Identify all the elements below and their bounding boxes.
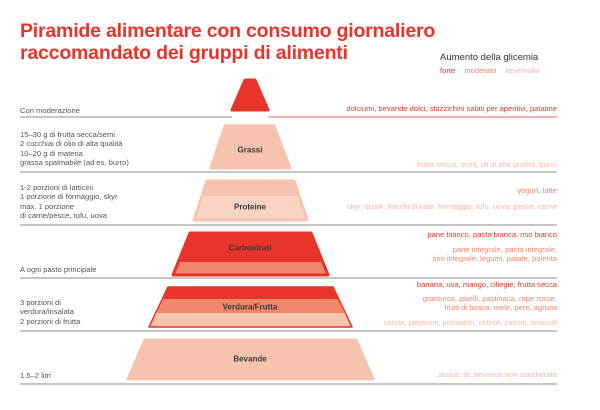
legend-title: Aumento della glicemia xyxy=(440,52,539,63)
tier-label-fats: Grassi xyxy=(237,145,263,155)
tier-proteins-bottom xyxy=(194,196,307,220)
legend-item-moderate: moderato xyxy=(464,66,497,75)
left-text-carbs: A ogni pasto principale xyxy=(20,265,97,274)
legend-items: forte moderato lieve/nullo xyxy=(440,66,585,75)
right-text-drinks-weak: acqua, tè, bevande non zuccherate xyxy=(438,370,557,379)
right-text-carbs-moderate: pane integrale, pasta integrale, riso in… xyxy=(432,245,557,264)
tier-label-carbs: Carboidrati xyxy=(228,243,272,253)
right-text-fruit-weak: carote, peperoni, pomodori, cetrioli, ca… xyxy=(383,318,557,327)
legend: Aumento della glicemia forte moderato li… xyxy=(440,52,585,75)
page-title: Piramide alimentare con consumo giornali… xyxy=(20,20,440,64)
right-text-carbs-strong: pane bianco, pasta bianca, riso bianco xyxy=(427,230,557,239)
tier-label-proteins: Proteine xyxy=(233,202,267,212)
right-text-fruit-strong: banana, uva, mango, ciliegie, frutta sec… xyxy=(416,280,557,289)
right-text-proteins-weak: skyr, quark, fiocchi di latte, formaggio… xyxy=(346,202,557,211)
tier-proteins xyxy=(192,179,309,222)
tier-fats xyxy=(209,124,292,170)
tier-fruit-top xyxy=(162,287,339,299)
right-text-fats-weak: frutta secca, semi, oli di alta qualità,… xyxy=(416,160,557,169)
right-text-fruit-moderate: granturco, piselli, pastinaca, rape ross… xyxy=(422,294,557,313)
tier-label-fruit: Verdura/Frutta xyxy=(222,302,278,312)
tier-drinks xyxy=(126,338,375,381)
legend-item-strong: forte xyxy=(440,66,456,75)
tier-fruit-middle xyxy=(157,299,344,313)
tier-carbs-top xyxy=(178,233,323,262)
left-text-drinks: 1.5–2 litri xyxy=(20,371,51,380)
left-text-moderation: Con moderazione xyxy=(20,106,80,115)
tier-label-drinks: Bevande xyxy=(233,354,267,364)
right-text-moderation-strong: dolciumi, bevande dolci, stuzzichini sal… xyxy=(346,104,557,113)
tier-carbs-bottom xyxy=(173,262,328,275)
title-line-1: Piramide alimentare con consumo giornali… xyxy=(20,20,436,42)
tier-fruit-bottom xyxy=(149,313,352,327)
tier-proteins-top xyxy=(202,181,299,196)
legend-item-weak: lieve/nullo xyxy=(505,66,540,75)
tier-carbs xyxy=(171,231,330,277)
right-text-proteins-moderate: yogurt, latte xyxy=(517,186,557,195)
left-text-fruit: 3 porzioni di verdura/insalata 2 porzion… xyxy=(20,298,81,326)
left-text-proteins: 1-2 porzioni di latticini 1 porzione di … xyxy=(20,183,118,221)
title-line-2: raccomandato dei gruppi di alimenti xyxy=(20,42,348,64)
left-text-fats: 15–30 g di frutta secca/semi 2 cucchiai … xyxy=(20,130,129,168)
tier-moderation xyxy=(230,78,270,112)
tier-fruit xyxy=(148,286,353,328)
